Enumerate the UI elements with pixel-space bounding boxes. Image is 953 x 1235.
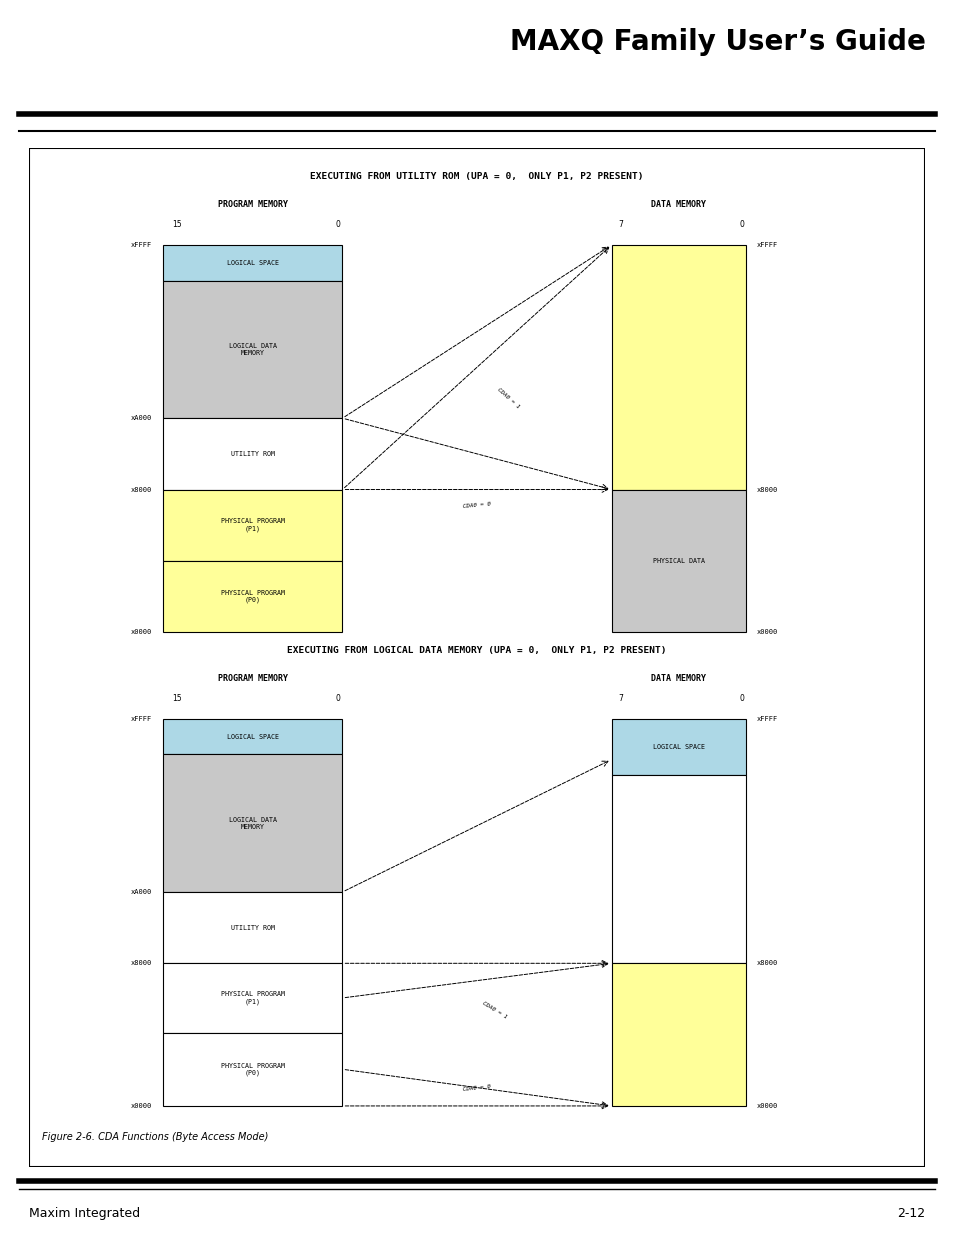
Bar [163,1032,342,1107]
Text: 15: 15 [172,694,181,703]
Text: x8000: x8000 [756,487,778,493]
Text: LOGICAL SPACE: LOGICAL SPACE [227,259,278,266]
Text: x0000: x0000 [131,629,152,635]
Text: 15: 15 [172,220,181,230]
Bar [611,719,745,774]
Text: CDA0 = 1: CDA0 = 1 [496,387,520,409]
Text: PROGRAM MEMORY: PROGRAM MEMORY [217,673,288,683]
Text: xFFFF: xFFFF [131,716,152,721]
Text: EXECUTING FROM UTILITY ROM (UPA = 0,  ONLY P1, P2 PRESENT): EXECUTING FROM UTILITY ROM (UPA = 0, ONL… [310,172,643,182]
Text: DATA MEMORY: DATA MEMORY [651,200,705,209]
Text: xFFFF: xFFFF [756,242,778,248]
Text: x8000: x8000 [131,487,152,493]
Text: UTILITY ROM: UTILITY ROM [231,451,274,457]
Text: Maxim Integrated: Maxim Integrated [29,1207,139,1220]
Text: 0: 0 [335,220,340,230]
Bar [163,419,342,489]
Text: 7: 7 [618,694,622,703]
Text: CDA0 = 1: CDA0 = 1 [481,1000,508,1020]
Text: Figure 2-6. CDA Functions (Byte Access Mode): Figure 2-6. CDA Functions (Byte Access M… [42,1131,268,1141]
Text: xA000: xA000 [131,415,152,421]
Text: xA000: xA000 [131,889,152,895]
Text: PHYSICAL PROGRAM
(P1): PHYSICAL PROGRAM (P1) [220,992,285,1005]
Text: 0: 0 [739,220,743,230]
Text: x8000: x8000 [756,961,778,966]
Bar [163,561,342,632]
Bar [611,774,745,963]
Text: 0: 0 [335,694,340,703]
Text: x0000: x0000 [131,1103,152,1109]
Text: 0: 0 [739,694,743,703]
Bar [163,963,342,1032]
Text: CDA0 = 0: CDA0 = 0 [462,501,491,509]
Text: LOGICAL DATA
MEMORY: LOGICAL DATA MEMORY [229,816,276,830]
Bar [163,755,342,892]
Text: CDA0 = 0: CDA0 = 0 [462,1083,491,1092]
Text: xFFFF: xFFFF [131,242,152,248]
Text: EXECUTING FROM LOGICAL DATA MEMORY (UPA = 0,  ONLY P1, P2 PRESENT): EXECUTING FROM LOGICAL DATA MEMORY (UPA … [287,646,666,655]
Text: xFFFF: xFFFF [756,716,778,721]
Bar [163,245,342,280]
Bar [611,963,745,1107]
Bar [163,280,342,419]
Text: PHYSICAL PROGRAM
(P0): PHYSICAL PROGRAM (P0) [220,1062,285,1076]
Text: PHYSICAL PROGRAM
(P0): PHYSICAL PROGRAM (P0) [220,590,285,603]
Text: MAXQ Family User’s Guide: MAXQ Family User’s Guide [509,28,924,57]
Bar [163,719,342,755]
Text: PROGRAM MEMORY: PROGRAM MEMORY [217,200,288,209]
Text: x8000: x8000 [131,961,152,966]
Bar [163,489,342,561]
Text: LOGICAL SPACE: LOGICAL SPACE [652,743,704,750]
Text: 2-12: 2-12 [897,1207,924,1220]
Text: x0000: x0000 [756,1103,778,1109]
Text: LOGICAL DATA
MEMORY: LOGICAL DATA MEMORY [229,343,276,356]
Bar [163,892,342,963]
Text: x0000: x0000 [756,629,778,635]
Bar [611,245,745,489]
Text: DATA MEMORY: DATA MEMORY [651,673,705,683]
Text: PHYSICAL DATA: PHYSICAL DATA [652,558,704,564]
Text: PHYSICAL PROGRAM
(P1): PHYSICAL PROGRAM (P1) [220,519,285,532]
Text: 7: 7 [618,220,622,230]
Text: LOGICAL SPACE: LOGICAL SPACE [227,734,278,740]
Text: UTILITY ROM: UTILITY ROM [231,925,274,931]
Bar [611,489,745,632]
